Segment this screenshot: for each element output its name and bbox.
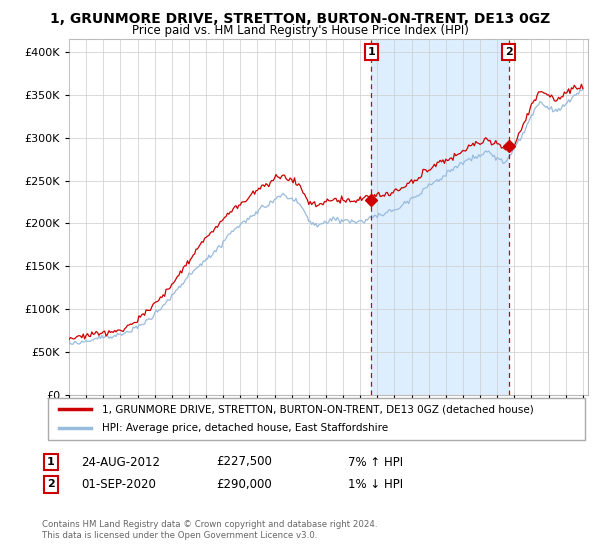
Bar (371, 39, 509, 395)
Text: 1: 1 (367, 47, 375, 57)
Text: 1: 1 (47, 457, 55, 467)
Text: This data is licensed under the Open Government Licence v3.0.: This data is licensed under the Open Gov… (42, 531, 317, 540)
Text: £227,500: £227,500 (216, 455, 272, 469)
Text: 2: 2 (47, 479, 55, 489)
Text: 1, GRUNMORE DRIVE, STRETTON, BURTON-ON-TRENT, DE13 0GZ: 1, GRUNMORE DRIVE, STRETTON, BURTON-ON-T… (50, 12, 550, 26)
Text: 7% ↑ HPI: 7% ↑ HPI (348, 455, 403, 469)
Text: 2: 2 (505, 47, 512, 57)
Text: 1% ↓ HPI: 1% ↓ HPI (348, 478, 403, 491)
Text: Price paid vs. HM Land Registry's House Price Index (HPI): Price paid vs. HM Land Registry's House … (131, 24, 469, 36)
Text: 01-SEP-2020: 01-SEP-2020 (81, 478, 156, 491)
Text: 24-AUG-2012: 24-AUG-2012 (81, 455, 160, 469)
FancyBboxPatch shape (48, 398, 585, 440)
Text: Contains HM Land Registry data © Crown copyright and database right 2024.: Contains HM Land Registry data © Crown c… (42, 520, 377, 529)
Text: 1, GRUNMORE DRIVE, STRETTON, BURTON-ON-TRENT, DE13 0GZ (detached house): 1, GRUNMORE DRIVE, STRETTON, BURTON-ON-T… (102, 404, 533, 414)
Text: HPI: Average price, detached house, East Staffordshire: HPI: Average price, detached house, East… (102, 423, 388, 433)
Text: £290,000: £290,000 (216, 478, 272, 491)
